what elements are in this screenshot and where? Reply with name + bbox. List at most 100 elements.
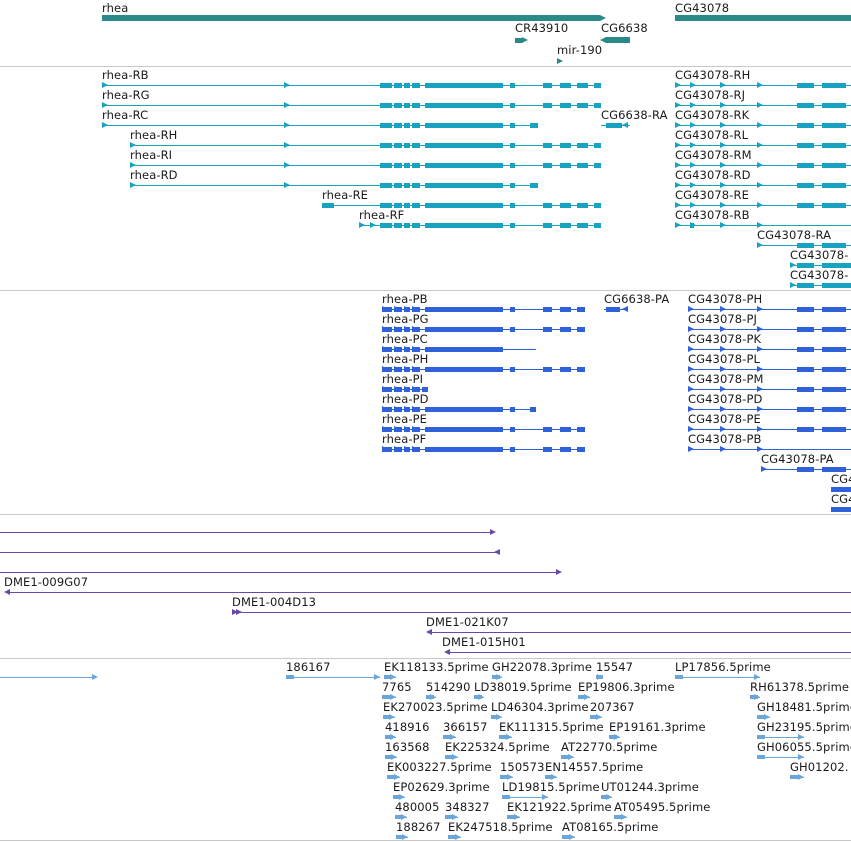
- exon-arrow: [675, 142, 681, 148]
- exon-block: [380, 83, 392, 88]
- exon-block: [822, 387, 846, 392]
- exon-block: [380, 123, 392, 128]
- intron-line: [0, 572, 556, 573]
- exon-block: [445, 755, 453, 759]
- exon-block: [510, 367, 515, 372]
- exon-arrow: [690, 122, 696, 128]
- exon-block: [510, 203, 515, 208]
- exon-block: [543, 307, 552, 312]
- est-gh18481: GH18481.5prime: [757, 700, 851, 714]
- exon-block: [797, 347, 814, 352]
- exon-block: [577, 367, 585, 372]
- intron-line: [757, 737, 804, 738]
- protein-cg43078-pk: CG43078-PK: [688, 332, 762, 346]
- exon-block: [543, 223, 552, 228]
- est-at05495: AT05495.5prime: [614, 800, 711, 814]
- est-ld46304: LD46304.3prime: [491, 700, 589, 714]
- gene-label-mir-190: mir-190: [557, 43, 603, 57]
- intron-line: [688, 329, 851, 330]
- exon-arrow: [688, 446, 694, 452]
- exon-block: [594, 83, 601, 88]
- exon-arrow: [569, 834, 575, 840]
- exon-block: [831, 507, 851, 512]
- exon-arrow: [496, 674, 502, 680]
- exon-arrow: [478, 694, 484, 700]
- exon-arrow: [675, 102, 681, 108]
- exon-arrow: [404, 306, 410, 312]
- gene-label-cg6638: CG6638: [601, 21, 648, 35]
- exon-block: [822, 327, 846, 332]
- exon-arrow: [757, 202, 763, 208]
- protein-cg43078-pe: CG43078-PE: [688, 412, 761, 426]
- exon-arrow: [389, 714, 395, 720]
- clone-dme1-021k07: DME1-021K07: [426, 615, 509, 629]
- intron-line: [688, 409, 851, 410]
- exon-arrow: [130, 182, 136, 188]
- exon-arrow: [720, 326, 726, 332]
- exon-arrow: [606, 794, 612, 800]
- exon-arrow: [284, 182, 290, 188]
- transcript-track: rhea-RB rhea-RG rhea-RC rhea-RH rhea-RI rhea-…: [0, 67, 851, 291]
- exon-block: [412, 103, 420, 108]
- exon-block: [797, 83, 814, 88]
- exon-block: [425, 367, 503, 372]
- est-gh23195: GH23195.5prime: [757, 720, 851, 734]
- exon-block: [797, 307, 814, 312]
- exon-arrow: [382, 386, 388, 392]
- exon-block: [422, 387, 428, 392]
- exon-block: [404, 163, 410, 168]
- exon-block: [510, 163, 515, 168]
- est-e7765: 7765: [382, 680, 412, 694]
- protein-cg43078-ph: CG43078-PH: [688, 292, 763, 306]
- exon-block: [594, 203, 601, 208]
- exon-arrow: [720, 142, 726, 148]
- exon-arrow: [757, 366, 763, 372]
- intron-line: [102, 125, 538, 126]
- exon-block: [561, 755, 569, 759]
- est-e348327: 348327: [445, 800, 490, 814]
- exon-block: [425, 223, 503, 228]
- track-separator: [0, 658, 851, 659]
- exon-block: [286, 675, 294, 679]
- protein-rhea-pe: rhea-PE: [382, 412, 427, 426]
- exon-block: [530, 183, 538, 188]
- transcript-cg6638-ra: CG6638-RA: [601, 108, 668, 122]
- exon-arrow: [390, 674, 396, 680]
- exon-arrow: [584, 694, 590, 700]
- exon-block: [822, 407, 846, 412]
- exon-arrow: [790, 282, 796, 288]
- exon-arrow: [720, 446, 726, 452]
- exon-block: [609, 735, 617, 739]
- exon-block: [831, 487, 851, 492]
- exon-block: [822, 243, 846, 248]
- intron-line: [688, 449, 851, 450]
- intron-line: [688, 369, 851, 370]
- est-ld19815: LD19815.5prime: [502, 780, 600, 794]
- exon-arrow: [102, 82, 108, 88]
- exon-block: [395, 815, 403, 819]
- protein-cg43078-pm: CG43078-PM: [688, 372, 764, 386]
- est-ek111315: EK111315.5prime: [499, 720, 604, 734]
- exon-arrow: [370, 222, 376, 228]
- exon-block: [510, 143, 515, 148]
- transcript-rhea-rd: rhea-RD: [130, 168, 178, 182]
- exon-arrow: [720, 162, 726, 168]
- exon-block: [797, 243, 814, 248]
- intron-line: [502, 797, 548, 798]
- est-ek121922: EK121922.5prime: [507, 800, 612, 814]
- exon-arrow: [426, 629, 432, 635]
- exon-arrow: [798, 734, 804, 740]
- intron-line: [232, 612, 851, 613]
- exon-block: [404, 143, 410, 148]
- exon-arrow: [130, 162, 136, 168]
- exon-block: [394, 163, 402, 168]
- exon-block: [543, 427, 552, 432]
- exon-arrow: [394, 426, 400, 432]
- exon-arrow: [757, 122, 763, 128]
- exon-arrow: [455, 834, 461, 840]
- exon-block: [412, 163, 420, 168]
- exon-block: [594, 223, 601, 228]
- intron-line: [675, 105, 851, 106]
- intron-line: [675, 205, 851, 206]
